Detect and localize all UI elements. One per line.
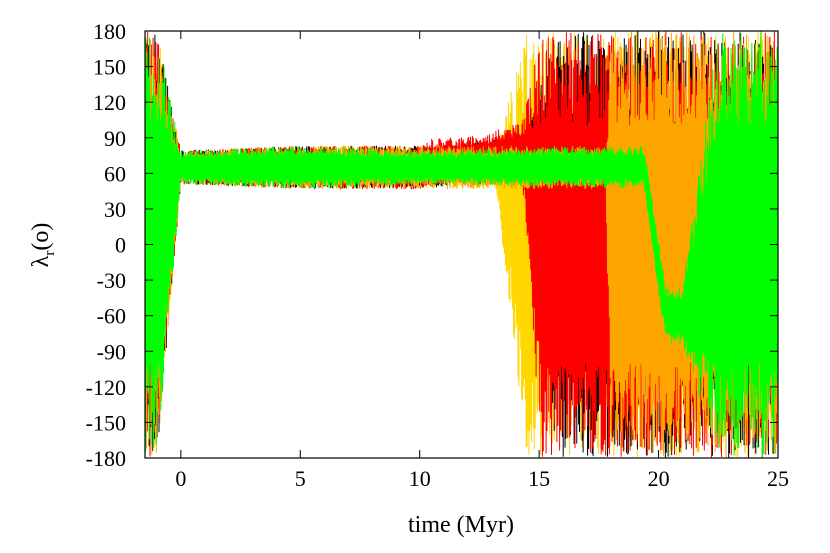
y-tick-label: -60 (97, 304, 126, 329)
x-tick-label: 5 (295, 466, 306, 491)
series-layer (145, 31, 778, 458)
x-axis-label: time (Myr) (408, 512, 514, 538)
ticks-layer: 0 5 10 15 20 25 180 150 120 90 60 30 0 -30 -60 -90 -120 -… (86, 19, 789, 491)
x-tick-label: 10 (409, 466, 431, 491)
y-tick-label: 180 (93, 19, 126, 44)
y-tick-label: -90 (97, 339, 126, 364)
y-tick-label: 30 (104, 197, 126, 222)
series-line-5 (145, 31, 778, 457)
y-axis-label: λr(o) (28, 223, 58, 268)
y-tick-label: -150 (86, 410, 126, 435)
y-axis-label-subscript: r (42, 251, 58, 256)
y-tick-label: 150 (93, 55, 126, 80)
y-tick-label: 0 (115, 233, 126, 258)
x-tick-label: 15 (528, 466, 550, 491)
y-axis-label-unit: (o) (28, 223, 54, 251)
y-tick-label: 60 (104, 161, 126, 186)
series-line-4 (145, 31, 778, 458)
y-tick-label: -120 (86, 375, 126, 400)
y-tick-label: -30 (97, 268, 126, 293)
y-axis-label-symbol: λ (28, 255, 54, 267)
y-tick-label: 120 (93, 90, 126, 115)
x-tick-label: 0 (175, 466, 186, 491)
x-tick-label: 25 (767, 466, 789, 491)
x-tick-label: 20 (648, 466, 670, 491)
y-tick-label: -180 (86, 446, 126, 471)
y-tick-label: 90 (104, 126, 126, 151)
